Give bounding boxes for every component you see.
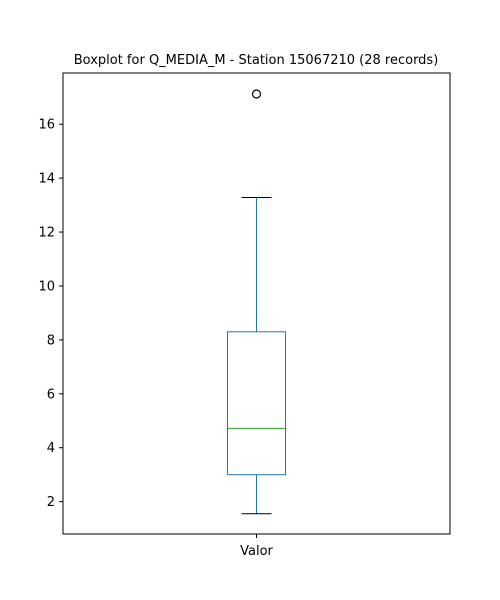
y-tick-label: 12 (38, 226, 55, 241)
outlier-point (251, 89, 262, 99)
y-tick-label: 6 (47, 387, 55, 402)
x-tick-label: Valor (240, 544, 273, 559)
y-tick-label: 16 (38, 118, 55, 133)
y-tick-label: 10 (38, 279, 55, 294)
y-tick-label: 8 (47, 333, 55, 348)
chart-title: Boxplot for Q_MEDIA_M - Station 15067210… (74, 53, 439, 68)
plot-frame (62, 72, 451, 535)
y-tick-label: 2 (47, 495, 55, 510)
iqr-box (227, 331, 286, 476)
y-tick-label: 4 (47, 441, 55, 456)
y-tick-label: 14 (38, 172, 55, 187)
